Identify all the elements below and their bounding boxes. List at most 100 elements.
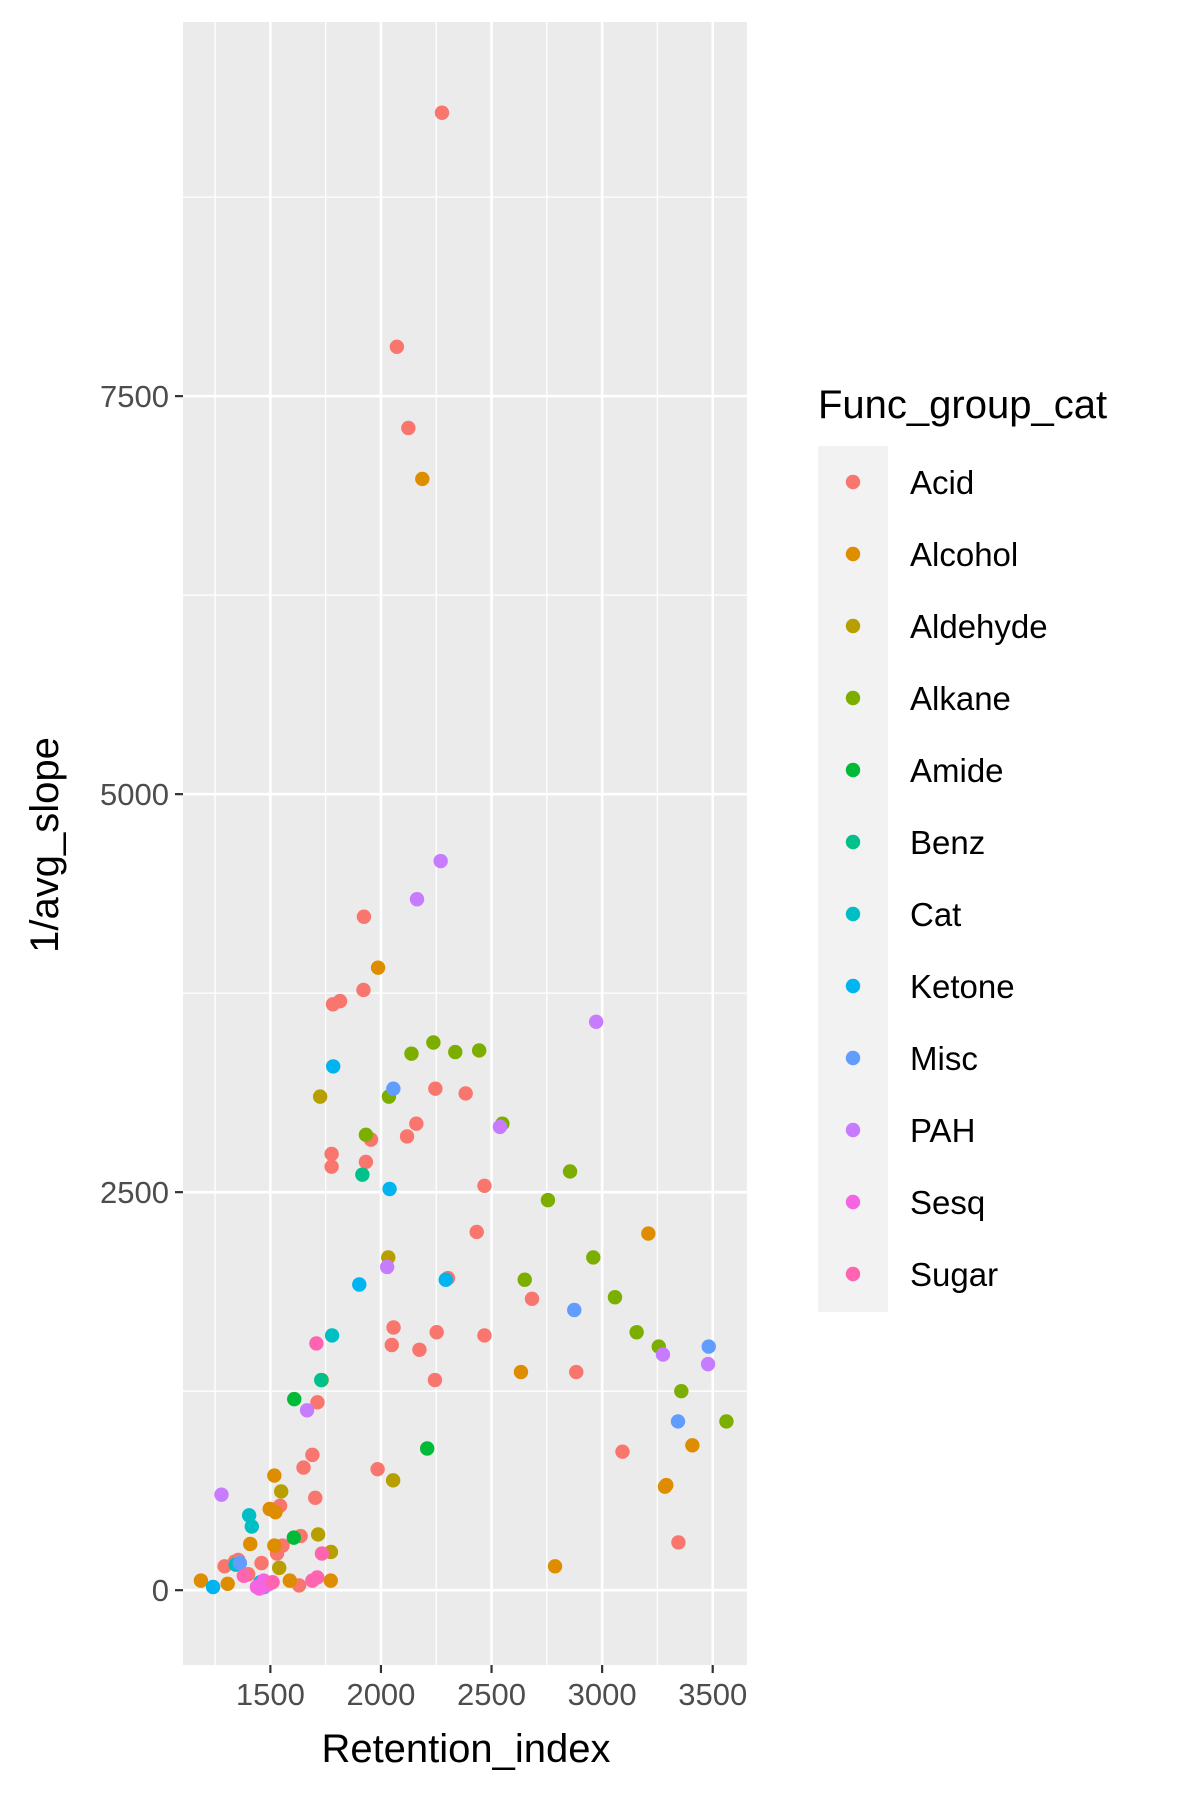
legend-key-benz bbox=[845, 834, 861, 850]
legend-label-cat: Cat bbox=[910, 896, 961, 933]
legend-label-aldehyde: Aldehyde bbox=[910, 608, 1048, 645]
x-tick-label: 2500 bbox=[457, 1677, 526, 1712]
y-tick-label: 0 bbox=[152, 1573, 169, 1608]
point-cat bbox=[241, 1508, 257, 1523]
point-alkane bbox=[562, 1164, 578, 1179]
point-acid bbox=[434, 105, 450, 120]
point-acid bbox=[324, 1146, 339, 1162]
point-amide bbox=[287, 1391, 302, 1407]
legend-label-alcohol: Alcohol bbox=[910, 536, 1018, 573]
point-acid bbox=[458, 1086, 473, 1101]
point-misc bbox=[386, 1081, 401, 1096]
point-alcohol bbox=[685, 1438, 700, 1453]
legend-key-sesq bbox=[845, 1194, 861, 1210]
point-acid bbox=[429, 1325, 444, 1340]
point-sugar bbox=[314, 1546, 330, 1561]
legend-label-amide: Amide bbox=[910, 752, 1004, 789]
point-misc bbox=[567, 1302, 582, 1318]
point-misc bbox=[232, 1555, 248, 1571]
point-acid bbox=[332, 993, 348, 1009]
axis-tick-labels: 1500 2000 2500 3000 3500 0 2500 5000 7500 bbox=[100, 379, 747, 1712]
legend-label-alkane: Alkane bbox=[910, 680, 1011, 717]
legend-label-ketone: Ketone bbox=[910, 968, 1015, 1005]
data-points bbox=[193, 105, 734, 1596]
legend-key-alcohol bbox=[845, 546, 861, 562]
point-alkane bbox=[358, 1127, 374, 1143]
point-pah bbox=[700, 1356, 716, 1372]
point-alkane bbox=[404, 1046, 419, 1061]
point-acid bbox=[469, 1224, 484, 1240]
point-misc bbox=[670, 1414, 686, 1429]
point-acid bbox=[409, 1116, 424, 1131]
point-alcohol bbox=[323, 1573, 338, 1588]
point-alcohol bbox=[262, 1501, 277, 1517]
point-acid bbox=[254, 1555, 269, 1571]
point-sugar bbox=[305, 1573, 320, 1588]
point-acid bbox=[324, 1159, 339, 1174]
point-acid bbox=[477, 1328, 492, 1343]
point-alcohol bbox=[415, 471, 430, 487]
point-alcohol bbox=[193, 1573, 209, 1588]
point-alcohol bbox=[282, 1573, 298, 1588]
point-sugar bbox=[265, 1575, 280, 1590]
legend-label-acid: Acid bbox=[910, 464, 974, 501]
point-amide bbox=[286, 1530, 302, 1545]
point-pah bbox=[588, 1014, 604, 1030]
point-pah bbox=[492, 1119, 508, 1135]
point-acid bbox=[477, 1178, 492, 1193]
point-sugar bbox=[309, 1336, 324, 1351]
x-tick-label: 3500 bbox=[678, 1677, 747, 1712]
point-alkane bbox=[426, 1035, 441, 1050]
point-pah bbox=[409, 892, 425, 907]
legend-key-acid bbox=[845, 474, 861, 490]
point-aldehyde bbox=[274, 1484, 289, 1499]
legend-key-background bbox=[818, 446, 888, 1312]
legend-label-sesq: Sesq bbox=[910, 1184, 985, 1221]
legend-items: Acid Alcohol Aldehyde Alkane Amide Benz Cat Ket… bbox=[845, 464, 1048, 1293]
x-tick-label: 3000 bbox=[568, 1677, 637, 1712]
point-pah bbox=[433, 853, 448, 869]
point-acid bbox=[358, 1154, 374, 1170]
point-acid bbox=[428, 1081, 443, 1096]
point-misc bbox=[701, 1339, 716, 1354]
point-acid bbox=[401, 420, 416, 436]
point-ketone bbox=[352, 1277, 367, 1292]
point-acid bbox=[356, 909, 372, 924]
point-ketone bbox=[325, 1059, 341, 1074]
axis-ticks bbox=[175, 395, 714, 1673]
point-alkane bbox=[540, 1192, 556, 1208]
legend-key-aldehyde bbox=[845, 618, 861, 634]
legend-label-sugar: Sugar bbox=[910, 1256, 998, 1293]
point-benz bbox=[314, 1372, 329, 1388]
point-acid bbox=[308, 1490, 323, 1506]
point-cat bbox=[324, 1328, 340, 1343]
y-tick-label: 7500 bbox=[100, 379, 169, 414]
major-gridlines bbox=[183, 22, 747, 1665]
point-acid bbox=[412, 1342, 427, 1357]
point-alkane bbox=[586, 1250, 601, 1265]
point-aldehyde bbox=[272, 1560, 287, 1576]
point-alkane bbox=[629, 1325, 644, 1340]
point-acid bbox=[569, 1364, 584, 1380]
legend-label-misc: Misc bbox=[910, 1040, 978, 1077]
point-acid bbox=[217, 1559, 232, 1574]
point-pah bbox=[655, 1347, 671, 1362]
point-cat bbox=[244, 1519, 259, 1534]
legend-key-ketone bbox=[845, 978, 861, 994]
legend-key-amide bbox=[845, 762, 861, 778]
point-alcohol bbox=[513, 1364, 529, 1380]
point-acid bbox=[310, 1395, 325, 1410]
legend-label-pah: PAH bbox=[910, 1112, 975, 1149]
point-alcohol bbox=[267, 1538, 282, 1553]
point-alkane bbox=[607, 1290, 623, 1305]
legend-title: Func_group_cat bbox=[818, 383, 1107, 427]
point-acid bbox=[305, 1447, 320, 1463]
point-alcohol bbox=[267, 1468, 282, 1483]
x-axis-title: Retention_index bbox=[321, 1727, 610, 1771]
point-acid bbox=[671, 1535, 686, 1550]
point-aldehyde bbox=[385, 1473, 401, 1488]
point-acid bbox=[615, 1444, 630, 1459]
y-axis-title: 1/avg_slope bbox=[23, 737, 67, 953]
point-alcohol bbox=[547, 1559, 563, 1574]
point-acid bbox=[384, 1337, 399, 1353]
